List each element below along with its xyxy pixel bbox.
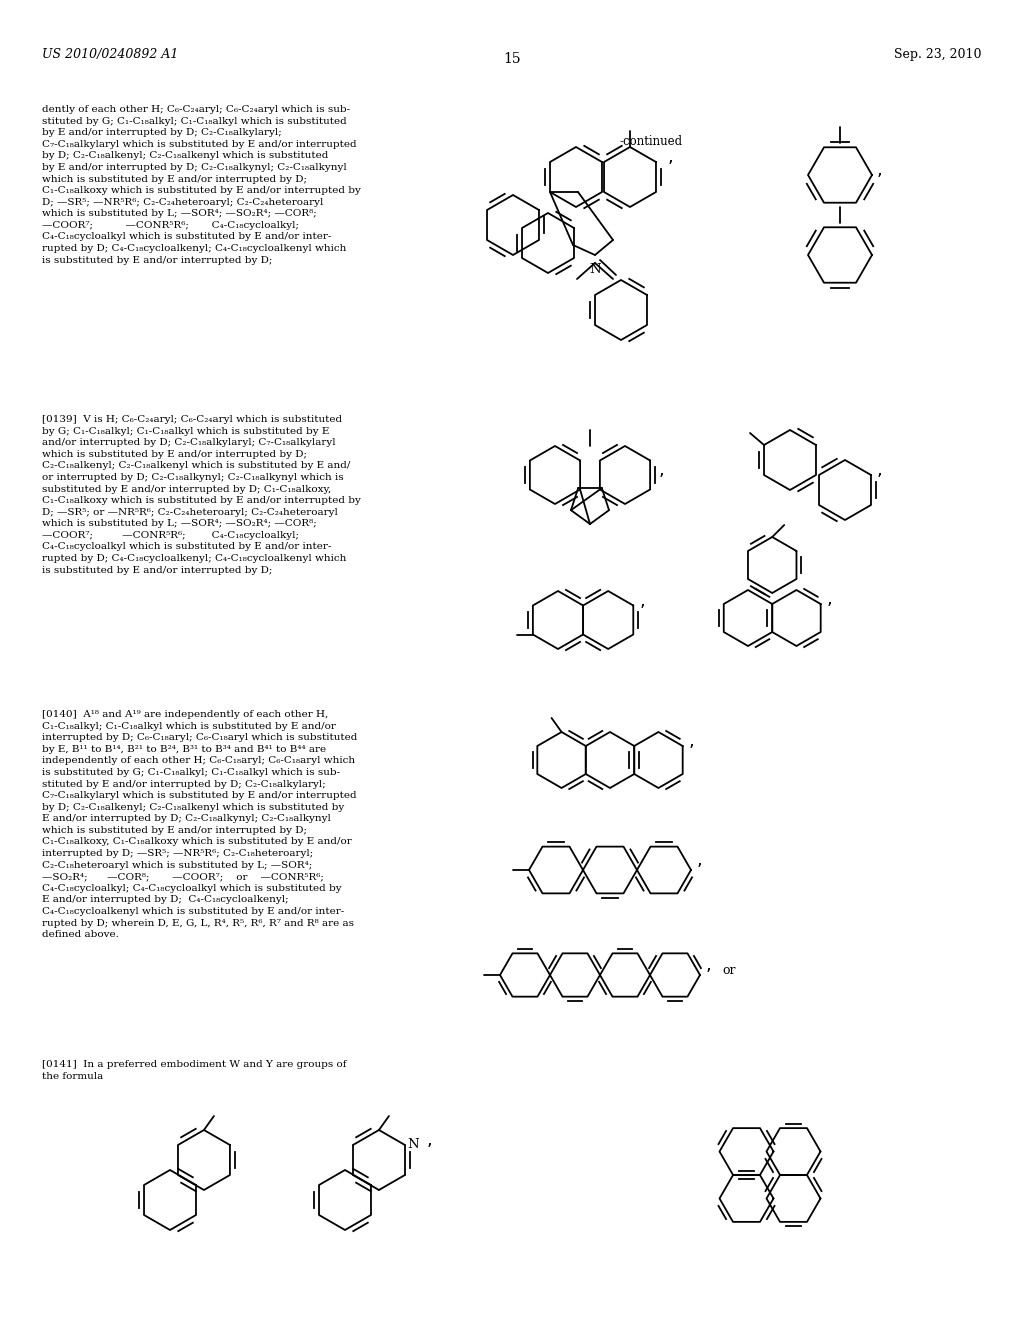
Text: [0139]  V is H; C₆-C₂₄aryl; C₆-C₂₄aryl which is substituted
by G; C₁-C₁₈alkyl; C: [0139] V is H; C₆-C₂₄aryl; C₆-C₂₄aryl wh… [42, 414, 360, 574]
Text: ,: , [697, 851, 702, 869]
Text: [0140]  A¹⁸ and A¹⁹ are independently of each other H,
C₁-C₁₈alkyl; C₁-C₁₈alkyl : [0140] A¹⁸ and A¹⁹ are independently of … [42, 710, 357, 940]
Text: Sep. 23, 2010: Sep. 23, 2010 [895, 48, 982, 61]
Text: US 2010/0240892 A1: US 2010/0240892 A1 [42, 48, 178, 61]
Text: dently of each other H; C₆-C₂₄aryl; C₆-C₂₄aryl which is sub-
stituted by G; C₁-C: dently of each other H; C₆-C₂₄aryl; C₆-C… [42, 106, 360, 265]
Text: ,: , [659, 461, 665, 479]
Text: ,: , [689, 733, 694, 750]
Text: -continued: -continued [620, 135, 683, 148]
Text: 15: 15 [503, 51, 521, 66]
Text: N: N [589, 263, 601, 276]
Text: or: or [722, 964, 735, 977]
Text: ,: , [826, 590, 833, 609]
Text: ,: , [706, 956, 712, 974]
Text: ,: , [639, 591, 645, 610]
Text: ,: , [877, 161, 883, 180]
Text: N: N [408, 1138, 419, 1151]
Text: ,: , [877, 461, 883, 479]
Text: [0141]  In a preferred embodiment W and Y are groups of
the formula: [0141] In a preferred embodiment W and Y… [42, 1060, 346, 1081]
Text: ,: , [668, 148, 674, 166]
Text: ,: , [427, 1131, 433, 1148]
